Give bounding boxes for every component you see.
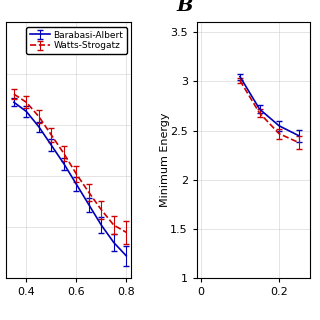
Text: Minimum Energy: Minimum Energy [160, 113, 170, 207]
Legend: Barabasi-Albert, Watts-Strogatz: Barabasi-Albert, Watts-Strogatz [26, 27, 127, 54]
Text: B: B [176, 0, 193, 15]
